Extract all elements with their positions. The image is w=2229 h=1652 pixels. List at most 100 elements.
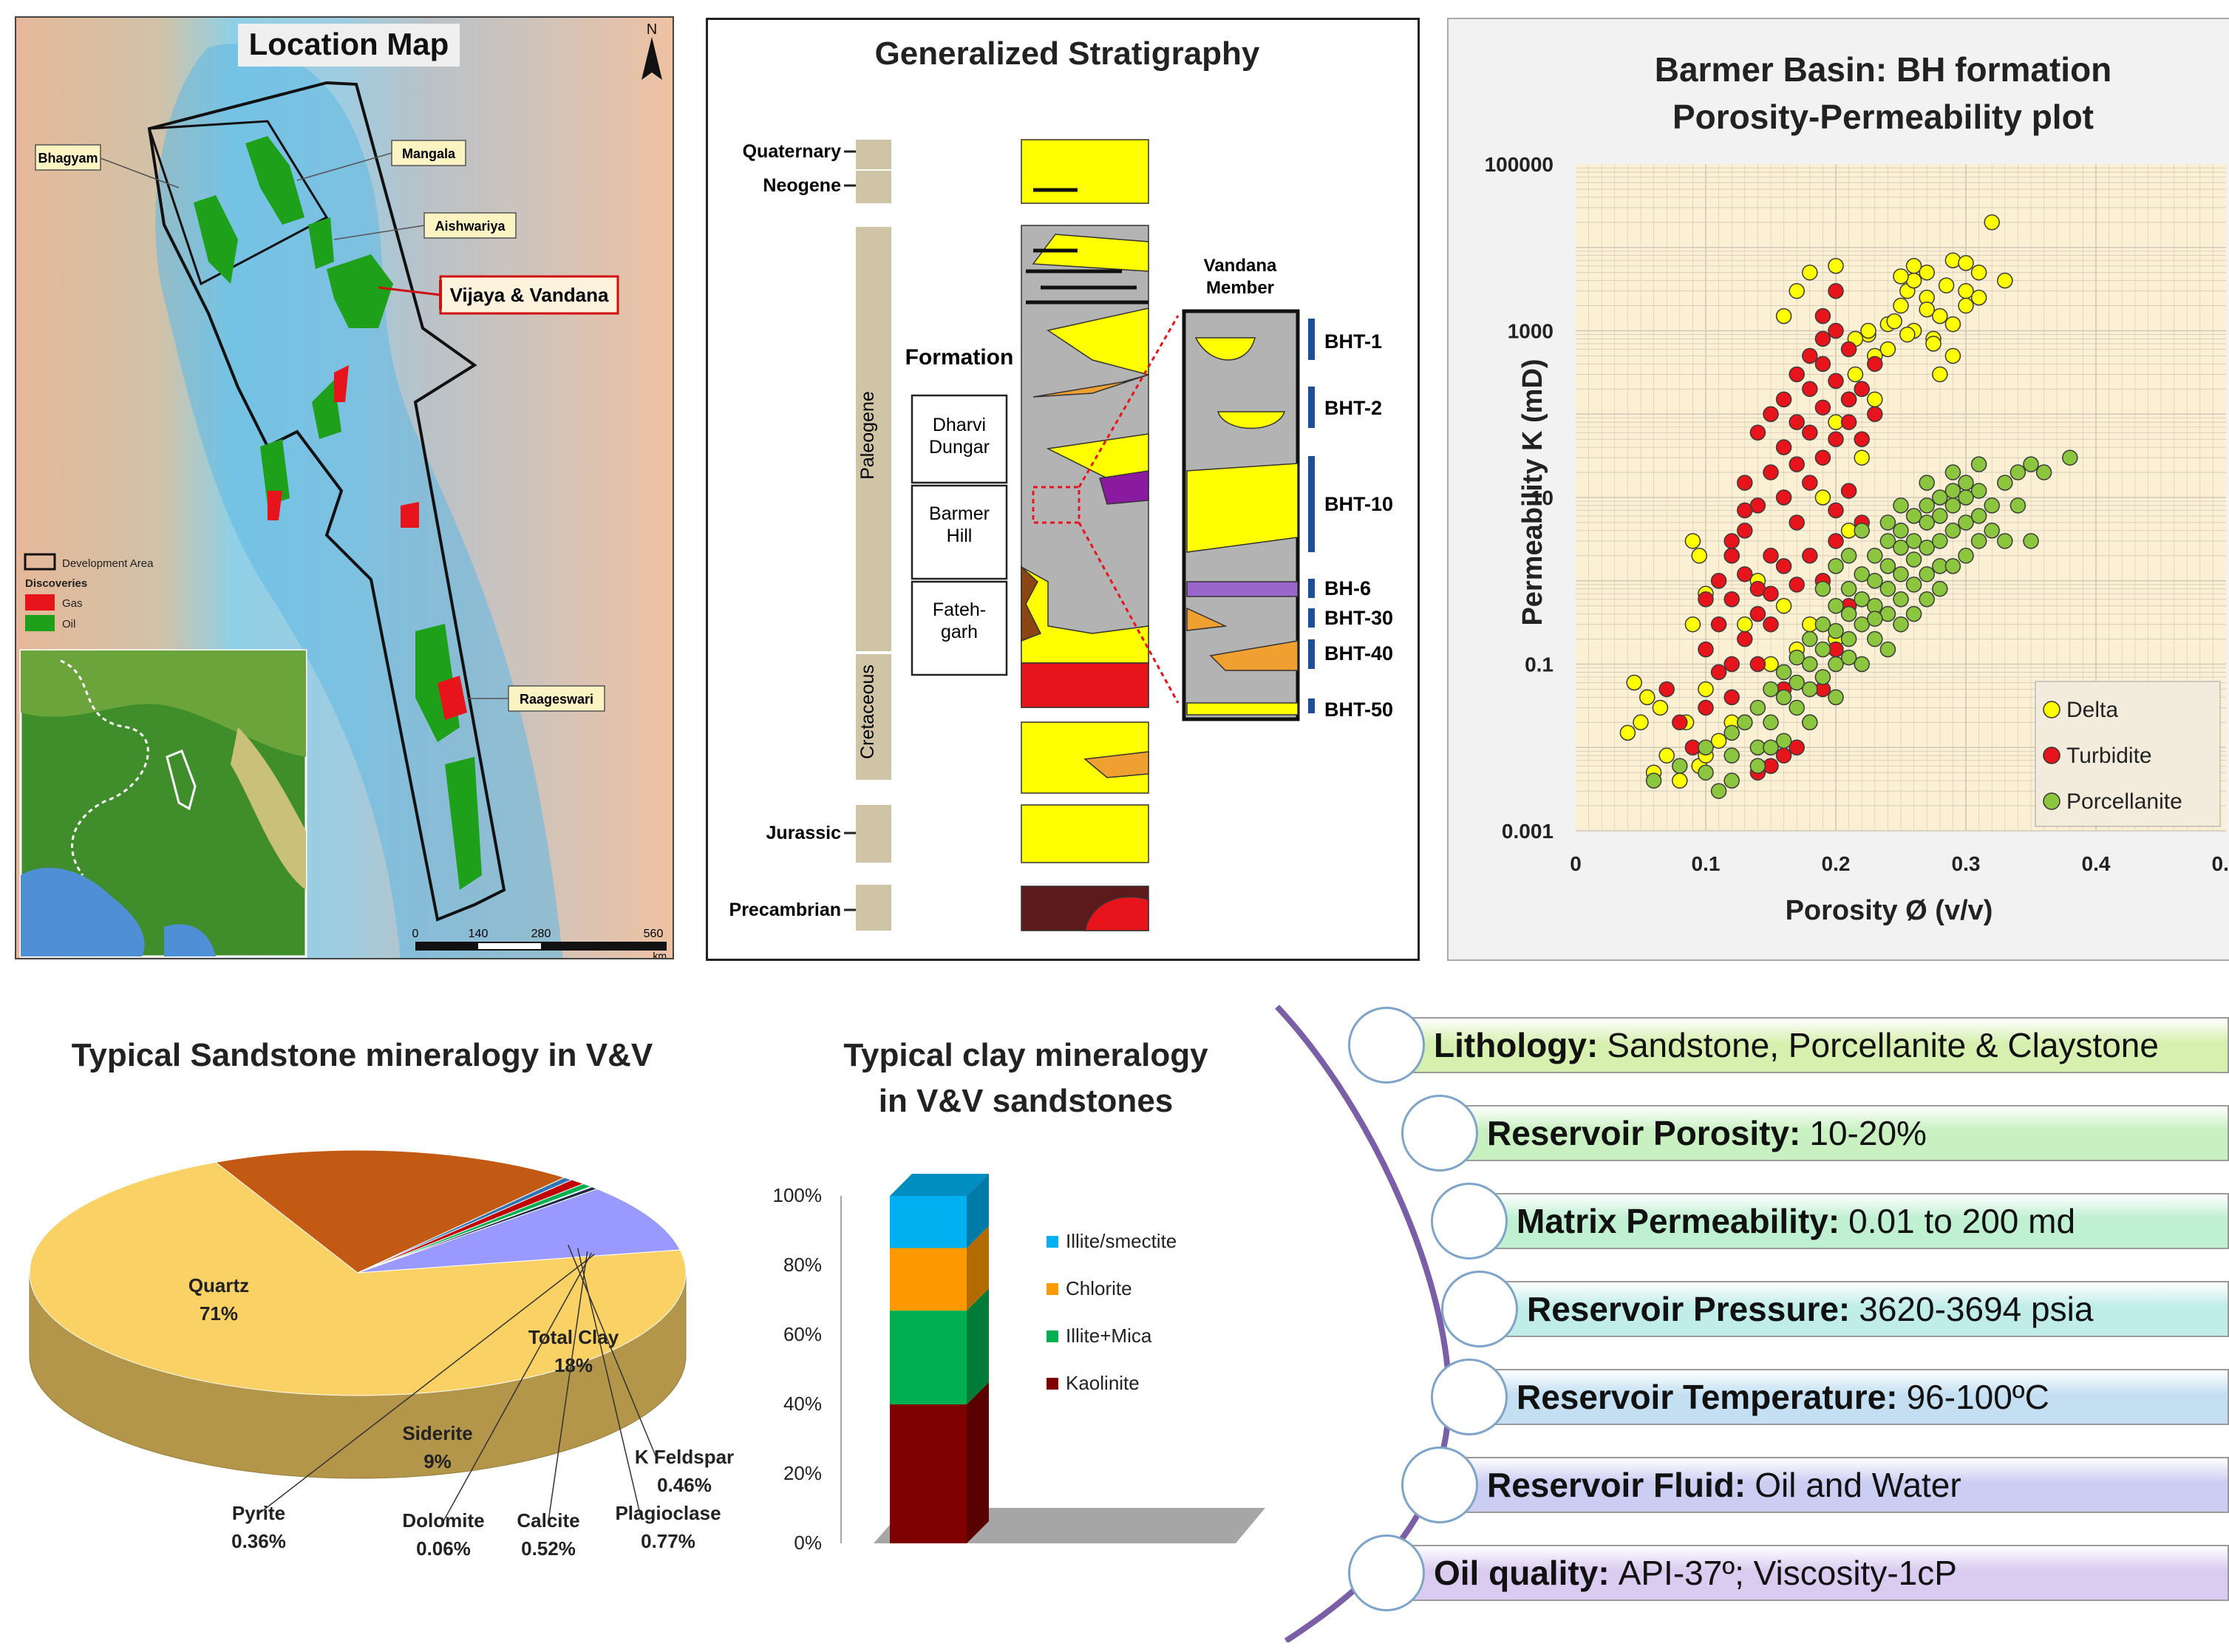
svg-text:Vijaya & Vandana: Vijaya & Vandana <box>450 284 609 306</box>
scatter-point <box>1944 483 1961 499</box>
scatter-point <box>1905 258 1922 274</box>
scatter-legend: Delta Turbidite Porcellanite <box>2035 681 2221 827</box>
age-jurassic: Jurassic <box>766 823 842 843</box>
bar-legend-label: Illite+Mica <box>1066 1325 1152 1347</box>
scatter-point <box>1737 714 1753 731</box>
gas-field-2 <box>268 491 282 520</box>
scatter-point <box>1919 475 1935 491</box>
svg-text:Raageswari: Raageswari <box>520 692 593 707</box>
scatter-point <box>1970 289 1987 306</box>
scatter-point <box>1854 591 1870 608</box>
scatter-point <box>1879 641 1896 658</box>
scatter-point <box>1775 732 1792 749</box>
map-scale-bar: 0 140 280 560 km <box>412 928 667 958</box>
formation-header: Formation <box>905 345 1014 370</box>
pie-panel: Typical Sandstone mineralogy in V&V Quar… <box>0 1027 739 1648</box>
svg-text:Development Area: Development Area <box>62 557 154 570</box>
scatter-panel: Barmer Basin: BH formation Porosity-Perme… <box>1447 18 2229 961</box>
scatter-point <box>1737 502 1753 519</box>
scatter-point <box>1984 497 2000 514</box>
info-value: 10-20% <box>1809 1114 1927 1152</box>
scatter-point <box>1958 297 1974 314</box>
scatter-point <box>1932 533 1948 549</box>
formation-barmer-hill: Barmer Hill <box>929 503 990 546</box>
map-label-raageswari: Raageswari <box>467 685 605 712</box>
scatter-point <box>1789 414 1805 430</box>
scatter-point <box>1814 330 1831 347</box>
scatter-point <box>1919 497 1935 514</box>
scatter-point <box>1958 475 1974 491</box>
unit-bht-10: BHT-10 <box>1324 493 1393 515</box>
scatter-point <box>1723 747 1740 764</box>
scatter-point <box>1840 483 1857 499</box>
scatter-point <box>1944 252 1961 268</box>
scatter-point <box>1828 689 1844 706</box>
scatter-point <box>1944 347 1961 364</box>
scatter-point <box>1723 548 1740 564</box>
legend-label: Delta <box>2066 698 2118 722</box>
inset-map <box>19 649 307 958</box>
member-bodies <box>1186 337 1299 715</box>
scatter-point <box>1814 399 1831 416</box>
unit-bht-2: BHT-2 <box>1324 397 1382 419</box>
scatter-point <box>1639 689 1655 706</box>
scatter-point <box>1737 566 1753 582</box>
development-area-inner <box>147 120 329 286</box>
poro-perm-scatter: Barmer Basin: BH formation Porosity-Perme… <box>1485 50 2229 926</box>
oil-field-vijaya <box>327 254 393 328</box>
info-value: Oil and Water <box>1755 1466 1961 1504</box>
info-value: 96-100ºC <box>1906 1378 2049 1416</box>
scatter-point <box>1775 597 1792 614</box>
age-quaternary: Quaternary <box>743 141 841 162</box>
legend-marker <box>2043 792 2060 810</box>
scatter-point <box>1854 523 1870 539</box>
scatter-point <box>1919 540 1935 556</box>
scatter-point <box>1645 772 1662 789</box>
scatter-point <box>1840 341 1857 358</box>
scatter-point <box>1970 533 1987 549</box>
scatter-point <box>1802 475 1818 491</box>
scatter-point <box>1970 483 1987 499</box>
pie-value: 9% <box>423 1450 452 1472</box>
scatter-title: Barmer Basin: BH formation Porosity-Perme… <box>1655 50 2112 136</box>
scatter-point <box>1802 264 1818 281</box>
info-value: 0.01 to 200 md <box>1848 1202 2076 1240</box>
scatter-point <box>1997 533 2013 549</box>
scatter-point <box>1944 497 1961 514</box>
map-label-aishwariya: Aishwariya <box>333 212 517 240</box>
pie-slice-siderite <box>357 1188 681 1274</box>
bar-y-tick: 100% <box>773 1184 823 1206</box>
svg-text:280: 280 <box>531 928 551 940</box>
scatter-point <box>1893 540 1909 556</box>
scatter-point <box>1919 264 1935 281</box>
scatter-point <box>1854 431 1870 447</box>
pie-label-dolomite: Dolomite <box>402 1509 484 1532</box>
scatter-point <box>1802 630 1818 647</box>
scatter-point <box>1905 551 1922 568</box>
scatter-point <box>1789 674 1805 691</box>
scatter-point <box>1840 630 1857 647</box>
scatter-point <box>1672 772 1688 789</box>
scatter-y-tick: 0.001 <box>1502 820 1554 843</box>
pie-value: 0.36% <box>231 1530 286 1552</box>
scatter-point <box>1867 406 1883 422</box>
scatter-point <box>1893 616 1909 633</box>
scatter-point <box>1944 464 1961 480</box>
map-label-vijaya-vandana: Vijaya & Vandana <box>378 275 619 315</box>
scatter-point <box>1970 456 1987 472</box>
svg-text:0: 0 <box>412 928 419 940</box>
scatter-point <box>1802 381 1818 398</box>
scatter-point <box>1749 605 1766 622</box>
info-row-reservoir-porosity: Reservoir Porosity: 10-20% <box>1438 1105 2229 1161</box>
age-paleogene: Paleogene <box>857 391 878 480</box>
info-label: Reservoir Temperature: <box>1517 1378 1898 1416</box>
scatter-point <box>1789 366 1805 383</box>
scatter-point <box>1840 649 1857 666</box>
age-column <box>856 140 891 931</box>
scatter-point <box>1997 475 2013 491</box>
pie-value: 0.77% <box>641 1530 695 1552</box>
pie-leader-line <box>548 1251 588 1522</box>
scatter-point <box>1997 272 2013 289</box>
formation-boxes <box>911 394 1008 676</box>
info-value: Sandstone, Porcellanite & Claystone <box>1607 1026 2159 1064</box>
